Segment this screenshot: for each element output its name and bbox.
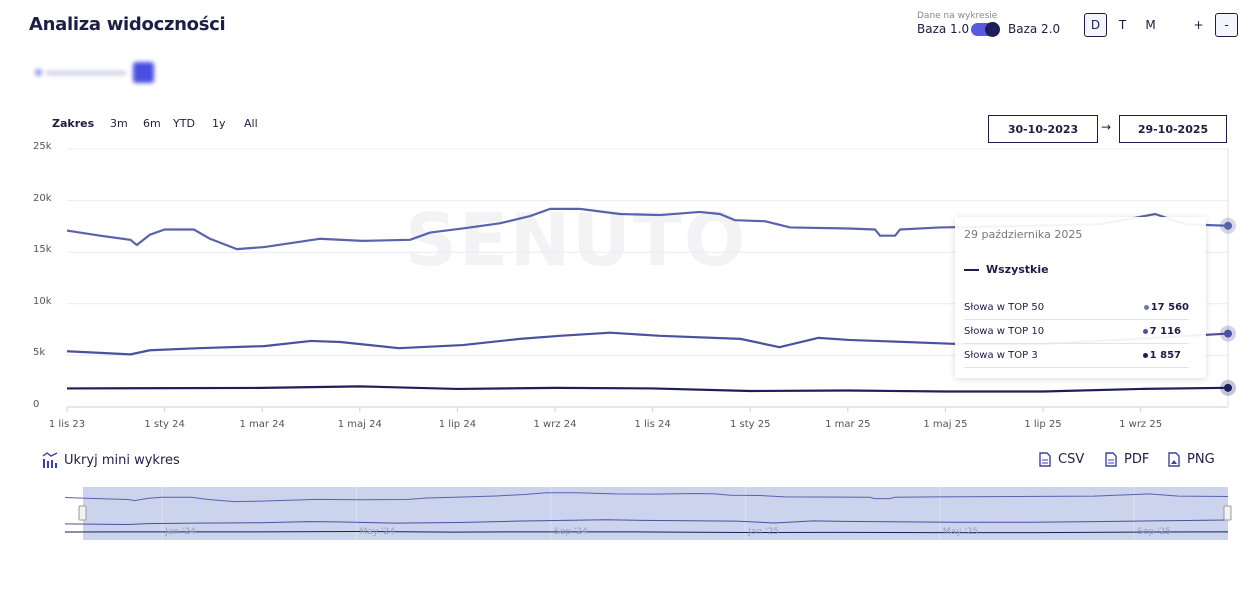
- chart-tooltip: 29 października 2025 Wszystkie Słowa w T…: [955, 217, 1206, 378]
- x-tick-label: 1 mar 25: [825, 419, 871, 430]
- navigator-series: [64, 530, 1229, 534]
- hover-marker: [1224, 221, 1232, 230]
- range-6m[interactable]: 6m: [143, 117, 161, 130]
- option-baza-1[interactable]: Baza 1.0: [917, 22, 970, 36]
- x-tick-label: 1 lip 25: [1024, 419, 1062, 430]
- export-pdf-label: PDF: [1124, 452, 1150, 467]
- x-tick-label: 1 lip 24: [438, 419, 477, 430]
- navigator-handle[interactable]: [1223, 505, 1232, 521]
- toggle-mini-chart-label: Ukryj mini wykres: [64, 452, 180, 468]
- y-tick-label: 5k: [33, 347, 46, 359]
- x-tick-label: 1 sty 24: [144, 419, 185, 430]
- x-tick-label: 1 sty 25: [729, 419, 771, 430]
- data-source-label: Dane na wykresie: [917, 11, 998, 21]
- navigator-handle[interactable]: [78, 505, 87, 521]
- export-pdf-button[interactable]: PDF: [1105, 452, 1149, 467]
- series-line-top3: [66, 385, 1229, 393]
- granularity-day-button[interactable]: D: [1084, 13, 1107, 37]
- navigator-label: Jan '25: [748, 527, 780, 537]
- navigator-label: Sep '25: [1137, 527, 1171, 537]
- navigator-label: May '25: [942, 527, 979, 537]
- x-tick-label: 1 lis 23: [48, 419, 86, 430]
- x-tick-label: 1 maj 25: [923, 419, 968, 430]
- tooltip-row-label: Słowa w TOP 10: [964, 326, 1045, 337]
- page-title: Analiza widoczności: [29, 14, 226, 35]
- export-png-button[interactable]: PNG: [1168, 452, 1215, 467]
- range-1y[interactable]: 1y: [212, 117, 226, 130]
- tooltip-row-value: 7 116: [1149, 326, 1181, 337]
- tooltip-row-value: 17 560: [1150, 302, 1189, 313]
- navigator-series: [64, 519, 1229, 526]
- image-file-icon: [1168, 452, 1180, 467]
- tooltip-row: Słowa w TOP 10 7 116: [964, 320, 1189, 344]
- zoom-in-button[interactable]: +: [1193, 18, 1204, 32]
- range-label: Zakres: [52, 117, 95, 130]
- y-tick-label: 25k: [33, 141, 52, 152]
- range-3m[interactable]: 3m: [110, 117, 128, 130]
- navigator-selection[interactable]: [83, 487, 1228, 540]
- granularity-week-button[interactable]: T: [1118, 18, 1127, 32]
- export-csv-label: CSV: [1058, 452, 1085, 467]
- blurred-legend-filter[interactable]: [32, 62, 154, 84]
- range-ytd[interactable]: YTD: [173, 117, 195, 130]
- granularity-month-button[interactable]: M: [1145, 18, 1156, 32]
- toggle-mini-chart-button[interactable]: Ukryj mini wykres: [42, 452, 180, 468]
- navigator-label: Sep '24: [554, 527, 588, 537]
- x-tick-label: 1 maj 24: [337, 419, 382, 430]
- tooltip-row: Słowa w TOP 3 1 857: [964, 344, 1189, 368]
- export-csv-button[interactable]: CSV: [1039, 452, 1084, 467]
- y-tick-label: 10k: [33, 295, 52, 307]
- tooltip-date: 29 października 2025: [964, 228, 1083, 241]
- tooltip-row: Słowa w TOP 50 17 560: [964, 296, 1189, 320]
- y-tick-label: 0: [33, 399, 40, 410]
- hover-marker: [1224, 383, 1232, 392]
- navigator-label: May '24: [359, 527, 395, 537]
- series-dot-icon: [1142, 328, 1148, 334]
- file-icon: [1105, 452, 1117, 467]
- file-icon: [1039, 452, 1051, 467]
- date-from-input[interactable]: 30-10-2023: [988, 115, 1098, 143]
- series-dot-icon: [1143, 304, 1149, 310]
- chart-bars-icon: [42, 452, 58, 468]
- date-arrow: →: [1101, 120, 1112, 134]
- tooltip-row-label: Słowa w TOP 3: [964, 350, 1038, 361]
- date-to-input[interactable]: 29-10-2025: [1119, 115, 1227, 143]
- navigator-label: Jan '24: [165, 527, 196, 537]
- hover-marker: [1224, 329, 1232, 338]
- y-tick-label: 20k: [33, 192, 52, 204]
- tooltip-group: Wszystkie: [964, 263, 1049, 276]
- range-all[interactable]: All: [244, 117, 258, 130]
- navigator-series: [64, 492, 1229, 503]
- tooltip-row-label: Słowa w TOP 50: [964, 302, 1045, 313]
- data-source-toggle[interactable]: [971, 22, 1000, 37]
- option-baza-2[interactable]: Baza 2.0: [1008, 22, 1061, 36]
- zoom-out-button[interactable]: -: [1215, 13, 1238, 37]
- x-tick-label: 1 mar 24: [239, 419, 285, 430]
- series-dot-icon: [1142, 352, 1148, 358]
- export-png-label: PNG: [1187, 452, 1215, 467]
- tooltip-row-value: 1 857: [1149, 350, 1181, 361]
- y-tick-label: 15k: [33, 244, 52, 256]
- x-tick-label: 1 lis 24: [634, 419, 671, 430]
- series-line-top50: [66, 207, 1229, 251]
- x-tick-label: 1 wrz 24: [533, 419, 577, 430]
- series-line-top10: [66, 331, 1229, 356]
- x-tick-label: 1 wrz 25: [1119, 419, 1163, 430]
